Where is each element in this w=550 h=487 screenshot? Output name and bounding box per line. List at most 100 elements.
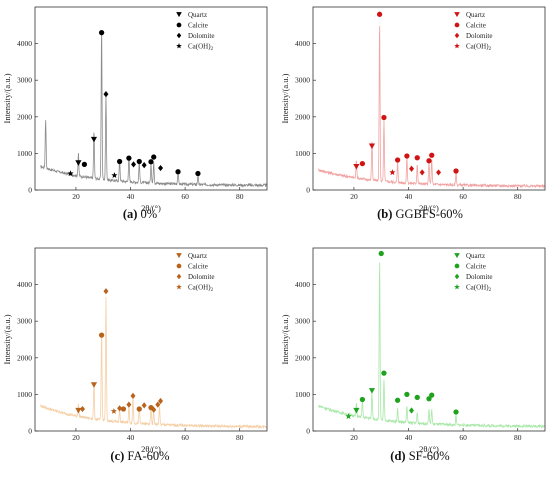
circle-peak-marker bbox=[453, 409, 459, 415]
circle-peak-marker bbox=[414, 155, 420, 161]
circle-peak-marker bbox=[98, 332, 105, 338]
caption-text: 0% bbox=[137, 207, 158, 221]
xrd-panel-2: 20 40 60 80 0 1000 2000 3000 4000 2θ/(°) Intensity… bbox=[2, 247, 268, 454]
xrd-trace bbox=[318, 262, 546, 429]
triangle-peak-marker bbox=[90, 136, 98, 143]
x-tick-label: 20 bbox=[72, 433, 80, 442]
triangle-peak-marker bbox=[75, 407, 82, 414]
circle-peak-marker bbox=[359, 161, 366, 167]
circle-peak-marker bbox=[426, 158, 432, 164]
legend-entry: Dolomite bbox=[188, 273, 214, 281]
circle-peak-marker bbox=[126, 155, 132, 161]
star-peak-marker bbox=[110, 407, 117, 414]
x-tick-label: 20 bbox=[350, 192, 358, 201]
x-tick-label: 40 bbox=[127, 433, 135, 442]
circle-peak-marker bbox=[359, 396, 366, 403]
y-tick-label: 0 bbox=[306, 427, 310, 436]
triangle-legend-icon bbox=[176, 253, 182, 259]
star-legend-icon bbox=[176, 284, 182, 290]
y-tick-label: 4000 bbox=[295, 280, 310, 289]
circle-peak-marker bbox=[175, 169, 181, 175]
circle-peak-marker bbox=[98, 29, 105, 36]
x-tick-label: 60 bbox=[459, 433, 467, 442]
y-tick-label: 2000 bbox=[295, 353, 310, 362]
circle-peak-marker bbox=[376, 11, 383, 17]
x-tick-label: 80 bbox=[236, 192, 244, 201]
diamond-peak-marker bbox=[419, 169, 425, 176]
triangle-legend-icon bbox=[454, 253, 460, 259]
circle-peak-marker bbox=[381, 114, 387, 121]
star-peak-marker bbox=[389, 169, 396, 176]
diamond-peak-marker bbox=[103, 91, 109, 98]
circle-peak-marker bbox=[429, 392, 435, 398]
legend-entry: Ca(OH)2 bbox=[188, 284, 214, 294]
x-axis-title: 2θ/(°) bbox=[419, 444, 439, 454]
xrd-trace bbox=[40, 297, 268, 430]
diamond-peak-marker bbox=[158, 397, 164, 405]
y-axis-title: Intensity/(a.u.) bbox=[2, 73, 12, 123]
x-tick-label: 60 bbox=[459, 192, 467, 201]
star-legend-icon bbox=[454, 284, 460, 290]
circle-legend-icon bbox=[176, 263, 182, 269]
triangle-peak-marker bbox=[75, 160, 82, 166]
xrd-panel-1: 20 40 60 80 0 1000 2000 3000 4000 2θ/(°) Intensity… bbox=[280, 6, 546, 213]
triangle-peak-marker bbox=[368, 388, 376, 394]
diamond-peak-marker bbox=[131, 161, 137, 168]
circle-peak-marker bbox=[116, 158, 123, 165]
circle-peak-marker bbox=[453, 168, 459, 174]
y-tick-label: 4000 bbox=[295, 39, 310, 48]
diamond-legend-icon bbox=[454, 273, 460, 280]
y-tick-label: 2000 bbox=[17, 353, 32, 362]
legend-entry: Dolomite bbox=[466, 32, 492, 40]
y-axis-title: Intensity/(a.u.) bbox=[280, 73, 290, 123]
y-tick-label: 1000 bbox=[295, 149, 310, 158]
y-tick-label: 1000 bbox=[17, 390, 32, 399]
y-tick-label: 2000 bbox=[17, 112, 32, 121]
caption-label: (b) bbox=[377, 207, 393, 221]
plot-frame bbox=[34, 247, 268, 432]
y-tick-label: 2000 bbox=[295, 112, 310, 121]
x-tick-label: 20 bbox=[350, 433, 358, 442]
star-peak-marker bbox=[67, 170, 74, 177]
x-axis-title: 2θ/(°) bbox=[141, 203, 161, 213]
plot-frame bbox=[34, 6, 268, 191]
x-tick-label: 60 bbox=[181, 433, 189, 442]
circle-peak-marker bbox=[81, 161, 88, 168]
xrd-panel-3: 20 40 60 80 0 1000 2000 3000 4000 2θ/(°) Intensity… bbox=[280, 247, 546, 454]
legend-entry: Quartz bbox=[466, 252, 485, 260]
caption-label: (a) bbox=[122, 207, 138, 221]
diamond-peak-marker bbox=[409, 407, 415, 414]
caption-text: GGBFS-60% bbox=[392, 207, 463, 221]
diamond-peak-marker bbox=[155, 401, 161, 408]
circle-peak-marker bbox=[378, 250, 384, 257]
legend-entry: Ca(OH)2 bbox=[466, 284, 492, 294]
star-peak-marker bbox=[345, 413, 352, 419]
diamond-peak-marker bbox=[117, 405, 123, 412]
circle-peak-marker bbox=[381, 370, 387, 376]
diamond-peak-marker bbox=[141, 162, 147, 169]
circle-peak-marker bbox=[404, 153, 410, 159]
caption-text: SF-60% bbox=[405, 449, 450, 463]
x-tick-label: 40 bbox=[405, 433, 413, 442]
legend-entry: Calcite bbox=[188, 22, 208, 30]
circle-peak-marker bbox=[151, 154, 157, 160]
circle-peak-marker bbox=[136, 406, 142, 412]
caption-text: FA-60% bbox=[124, 449, 170, 463]
y-tick-label: 3000 bbox=[295, 76, 310, 85]
star-legend-icon bbox=[176, 43, 182, 49]
caption-label: (d) bbox=[390, 449, 406, 463]
plot-frame bbox=[312, 6, 546, 191]
legend-entry: Ca(OH)2 bbox=[466, 43, 492, 53]
circle-peak-marker bbox=[414, 394, 420, 400]
triangle-legend-icon bbox=[454, 12, 460, 18]
circle-legend-icon bbox=[454, 263, 460, 269]
diamond-peak-marker bbox=[141, 402, 147, 409]
circle-peak-marker bbox=[404, 391, 410, 398]
y-tick-label: 3000 bbox=[17, 317, 32, 326]
legend-entry: Calcite bbox=[466, 263, 486, 271]
triangle-peak-marker bbox=[353, 163, 360, 170]
triangle-legend-icon bbox=[176, 12, 182, 18]
x-tick-label: 20 bbox=[72, 192, 80, 201]
diamond-peak-marker bbox=[103, 288, 109, 295]
